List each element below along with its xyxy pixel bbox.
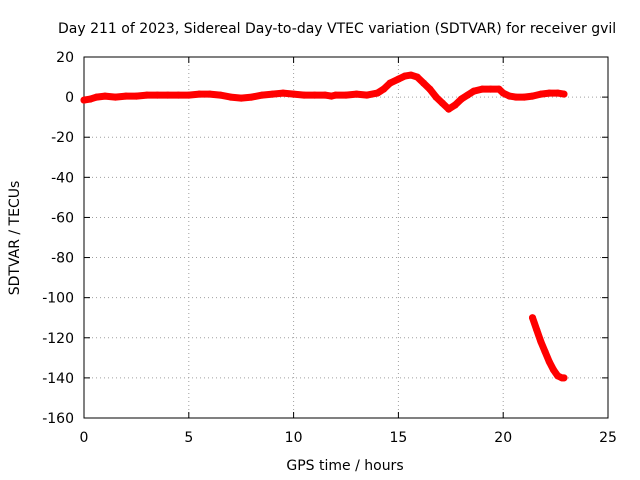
data-point — [101, 92, 109, 100]
data-point — [426, 85, 434, 93]
axis-ticks — [83, 56, 609, 419]
data-point — [545, 358, 553, 366]
data-point — [143, 91, 151, 99]
y-axis-label: SDTVAR / TECUs — [7, 181, 23, 296]
data-point — [506, 92, 513, 100]
data-point — [132, 92, 140, 100]
data-point — [111, 93, 119, 101]
data-point — [537, 90, 545, 98]
data-point — [195, 90, 203, 98]
plot-area — [80, 71, 568, 382]
data-point — [537, 338, 545, 346]
y-tick-label: -80 — [51, 251, 74, 267]
x-tick-label: 0 — [80, 430, 89, 446]
data-point — [470, 87, 478, 95]
data-point — [300, 91, 308, 99]
data-point — [206, 90, 214, 98]
y-tick-label: -120 — [42, 331, 74, 347]
data-point — [554, 89, 562, 97]
x-tick-label: 5 — [184, 430, 193, 446]
data-point — [445, 105, 453, 113]
data-point — [290, 90, 298, 98]
data-point — [499, 89, 507, 97]
data-point — [512, 93, 520, 101]
data-point — [386, 79, 394, 87]
x-tick-label: 15 — [389, 430, 407, 446]
y-tick-label: -60 — [51, 210, 74, 226]
data-point — [279, 89, 287, 97]
data-point — [342, 91, 350, 99]
data-point — [401, 72, 409, 80]
data-point — [332, 91, 339, 99]
data-point — [529, 92, 536, 100]
data-point — [153, 91, 161, 99]
data-point — [478, 85, 486, 93]
data-point — [363, 91, 371, 99]
data-point — [394, 75, 402, 83]
data-point — [533, 326, 541, 334]
data-point — [311, 91, 319, 99]
data-point — [464, 91, 472, 99]
data-point — [560, 374, 568, 382]
data-point — [321, 91, 329, 99]
data-point — [237, 94, 245, 102]
data-point — [487, 85, 495, 93]
data-point — [174, 91, 182, 99]
data-point — [432, 93, 440, 101]
data-point — [438, 99, 446, 107]
chart-title: Day 211 of 2023, Sidereal Day-to-day VTE… — [58, 21, 616, 37]
y-tick-label: 20 — [56, 50, 74, 66]
data-point — [258, 91, 266, 99]
data-point — [407, 71, 415, 79]
y-tick-label: -20 — [51, 130, 74, 146]
data-point — [185, 91, 193, 99]
data-point — [560, 90, 568, 98]
data-point — [353, 90, 360, 98]
data-point — [413, 73, 421, 81]
data-point — [122, 92, 130, 100]
series-line — [80, 71, 568, 113]
data-point — [541, 348, 549, 356]
y-tick-label: -40 — [51, 170, 74, 186]
data-point — [269, 90, 277, 98]
data-point — [373, 89, 381, 97]
x-axis-label: GPS time / hours — [286, 458, 403, 474]
plot-frame — [83, 56, 609, 419]
tick-labels: 0 5 10 15 20 25 -160 -140 -120 -100 -80 -60 -40 -20 0 2… — [42, 50, 617, 446]
data-point — [545, 89, 553, 97]
x-tick-label: 25 — [599, 430, 617, 446]
data-point — [93, 93, 101, 101]
data-point — [457, 95, 465, 103]
data-point — [520, 93, 528, 101]
data-point — [529, 314, 536, 322]
data-point — [86, 95, 94, 103]
data-point — [380, 85, 388, 93]
x-tick-label: 10 — [285, 430, 303, 446]
data-point — [420, 79, 428, 87]
x-tick-label: 20 — [494, 430, 512, 446]
y-tick-label: -140 — [42, 371, 74, 387]
data-point — [248, 93, 256, 101]
y-tick-label: -100 — [42, 291, 74, 307]
data-point — [216, 91, 224, 99]
data-point — [164, 91, 172, 99]
data-point — [80, 96, 88, 104]
data-point — [550, 366, 557, 374]
data-point — [227, 93, 235, 101]
y-tick-label: 0 — [65, 90, 74, 106]
y-tick-label: -160 — [42, 411, 74, 427]
data-point — [451, 101, 459, 109]
grid-lines — [84, 57, 608, 418]
